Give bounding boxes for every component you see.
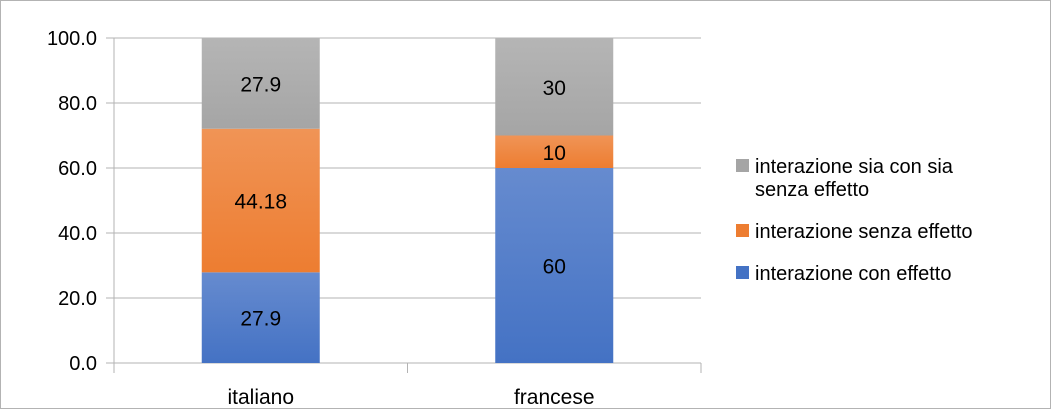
y-tick-label: 40.0 [58, 223, 97, 245]
y-tick-label: 20.0 [58, 288, 97, 310]
legend-swatch [736, 224, 749, 237]
data-label: 27.9 [240, 73, 281, 96]
x-category-label: francese [514, 386, 595, 409]
legend-swatch [736, 159, 749, 172]
bar-segment [201, 38, 320, 129]
y-tick-label: 60.0 [58, 158, 97, 180]
data-label: 60 [543, 256, 566, 279]
legend-swatch [736, 266, 749, 279]
data-labels: 27.9 44.18 27.9 60 10 30 [234, 73, 565, 330]
bar-segment [201, 272, 320, 363]
axes: 0.0 20.0 40.0 60.0 80.0 100.0 italiano francese [47, 28, 702, 409]
bars [201, 38, 614, 363]
data-label: 10 [543, 142, 566, 165]
legend-label: interazione senza effetto [755, 221, 973, 243]
bar-segment [495, 38, 614, 136]
data-label: 44.18 [234, 191, 287, 214]
bar-segment [201, 128, 320, 273]
legend-label: interazione sia con sia [755, 156, 954, 178]
data-label: 27.9 [240, 308, 281, 331]
y-tick-label: 80.0 [58, 93, 97, 115]
y-tick-label: 100.0 [47, 28, 97, 50]
legend-label: senza effetto [755, 179, 869, 201]
data-label: 30 [543, 77, 566, 100]
bar-segment [495, 135, 614, 168]
x-category-label: italiano [227, 386, 294, 409]
legend-label: interazione con effetto [755, 263, 951, 285]
bar-segment [495, 168, 614, 363]
y-tick-label: 0.0 [69, 353, 97, 375]
